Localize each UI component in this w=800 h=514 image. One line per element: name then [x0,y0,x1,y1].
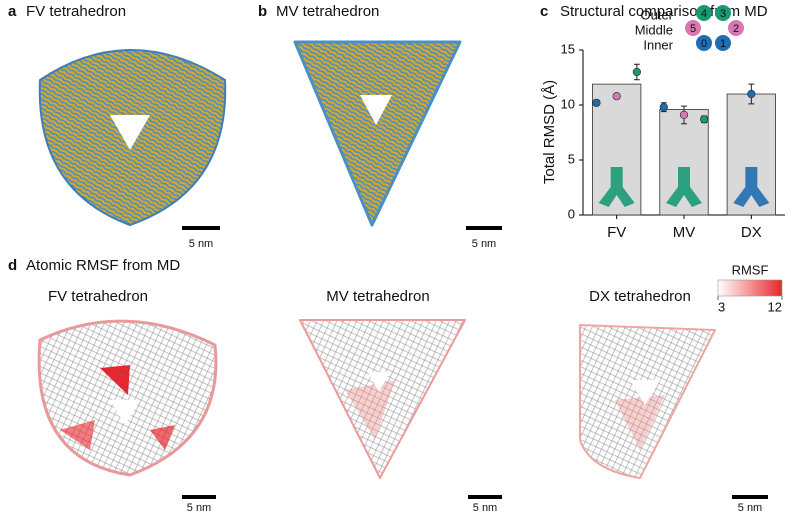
data-point [679,110,689,119]
legend-badge [728,20,744,36]
legend-badge [715,35,731,51]
data-point [612,92,621,101]
structure-image [299,319,466,479]
bundle-icon [733,167,770,207]
data-point [632,67,641,77]
structure-hole [630,380,660,405]
panel-title: MV tetrahedron [276,3,379,20]
rmsf-patch [345,380,395,440]
legend-label: Outer [640,7,673,22]
bar [726,93,776,216]
scale-label: 5 nm [473,502,497,514]
x-tick-label: DX [741,224,762,241]
y-tick-label: 10 [561,96,575,111]
x-tick-label: MV [673,224,696,241]
data-point [592,98,601,107]
legend-badge [696,35,712,51]
colorbar-tick-label: 3 [718,299,725,314]
structure-hole [368,372,390,392]
bundle-icon [666,167,702,207]
structure-hole [360,95,392,125]
y-tick-label: 5 [568,151,575,166]
structure-image [37,319,218,477]
panel-title: DX tetrahedron [589,288,691,305]
legend-badge-label: 2 [733,23,739,35]
y-axis-label: Total RMSD (Å) [541,80,558,184]
panel-title: FV tetrahedron [26,3,126,20]
rmsf-patch [150,425,175,450]
legend-badge [715,5,731,21]
y-tick-label: 15 [561,41,575,56]
scale-label: 5 nm [187,502,211,514]
bar [659,109,709,216]
y-tick-label: 0 [568,206,575,221]
data-point [747,89,756,99]
structure-image [579,324,716,479]
legend-badge-label: 5 [690,23,696,35]
rmsf-patch [60,420,95,450]
legend-badge-label: 0 [701,38,707,50]
legend-label: Inner [643,37,673,52]
legend-badge-label: 4 [701,8,707,20]
panel-title: FV tetrahedron [48,288,148,305]
scale-label: 5 nm [189,238,213,250]
bundle-icon [598,167,635,207]
legend-label: Middle [635,22,673,37]
scale-label: 5 nm [738,502,762,514]
panel-title: Atomic RMSF from MD [26,257,180,274]
x-tick-label: FV [607,224,626,241]
panel-letter: a [8,3,17,20]
colorbar [717,279,783,297]
panel-letter: b [258,3,267,20]
structure-hole [110,115,150,150]
panel-title: MV tetrahedron [326,288,429,305]
legend-badge-label: 1 [720,38,726,50]
legend-badge-label: 3 [720,8,726,20]
structure-hole [110,400,140,425]
colorbar-tick-label: 12 [768,299,782,314]
panel-letter: c [540,3,548,20]
data-point [659,103,668,112]
rmsf-patch [100,365,130,395]
colorbar-title: RMSF [732,262,769,277]
structure-image [293,40,462,227]
colorbar-ticks: 3 12 [717,296,783,314]
panel-letter: d [8,257,17,274]
rmsf-patch [615,395,665,450]
legend-badge [685,20,701,36]
data-point [700,115,709,124]
legend-badge [696,5,712,21]
scale-label: 5 nm [472,238,496,250]
